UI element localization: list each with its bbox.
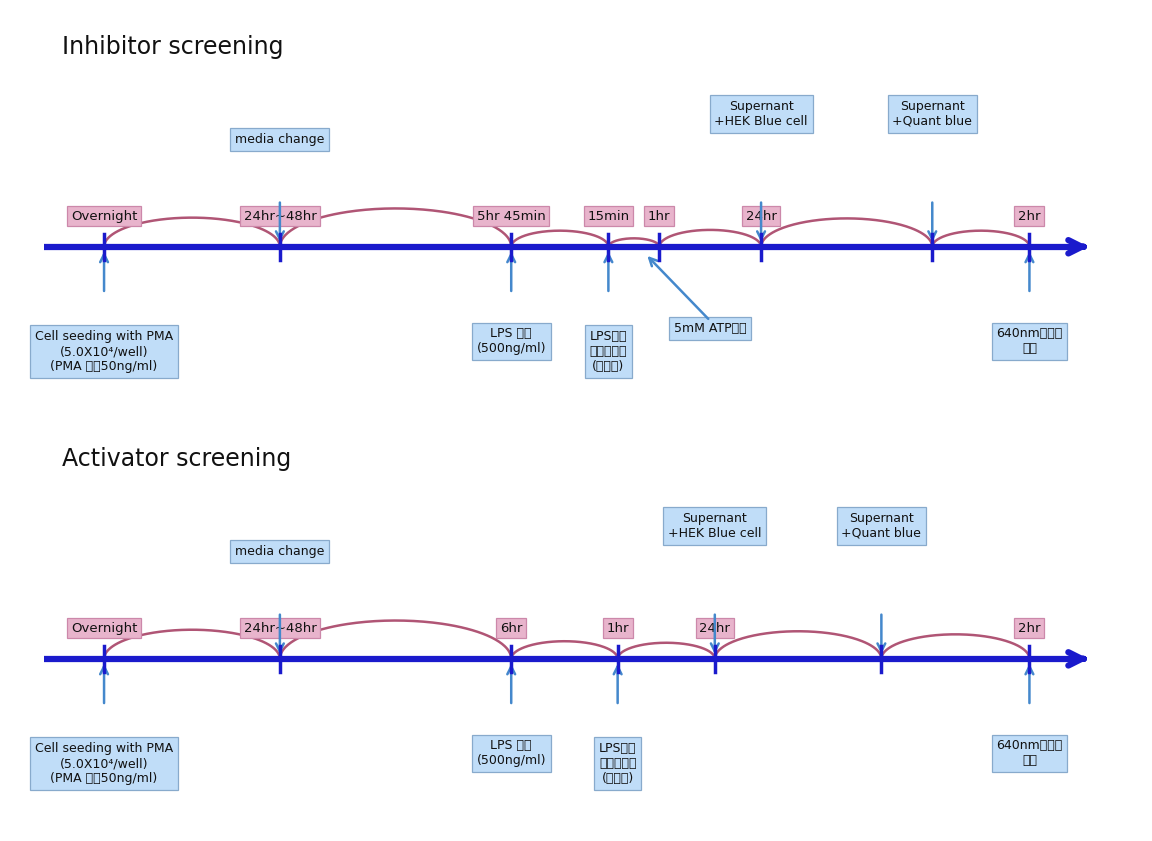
Text: Supernant
+HEK Blue cell: Supernant +HEK Blue cell — [714, 100, 808, 128]
Text: 24hr: 24hr — [699, 621, 730, 635]
Text: Inhibitor screening: Inhibitor screening — [62, 34, 283, 59]
Text: LPS 처리
(500ng/ml): LPS 처리 (500ng/ml) — [477, 327, 546, 355]
Text: Overnight: Overnight — [71, 209, 137, 223]
Text: Cell seeding with PMA
(5.0X10⁴/well)
(PMA 농도50ng/ml): Cell seeding with PMA (5.0X10⁴/well) (PM… — [35, 742, 173, 785]
Text: 24hr: 24hr — [745, 209, 776, 223]
Text: Cell seeding with PMA
(5.0X10⁴/well)
(PMA 농도50ng/ml): Cell seeding with PMA (5.0X10⁴/well) (PM… — [35, 330, 173, 373]
Text: 5mM ATP처리: 5mM ATP처리 — [674, 322, 746, 335]
Text: Supernant
+Quant blue: Supernant +Quant blue — [841, 512, 922, 540]
Text: media change: media change — [235, 545, 325, 558]
Text: 2hr: 2hr — [1018, 209, 1040, 223]
Text: media change: media change — [235, 133, 325, 146]
Text: Supernant
+Quant blue: Supernant +Quant blue — [893, 100, 972, 128]
Text: 1hr: 1hr — [649, 209, 670, 223]
Text: 5hr 45min: 5hr 45min — [477, 209, 546, 223]
Text: 1hr: 1hr — [606, 621, 629, 635]
Text: 640nm흥광도
측정: 640nm흥광도 측정 — [996, 327, 1062, 355]
Text: 6hr: 6hr — [500, 621, 522, 635]
Text: 2hr: 2hr — [1018, 621, 1040, 635]
Text: 24hr~48hr: 24hr~48hr — [243, 621, 317, 635]
Text: Supernant
+HEK Blue cell: Supernant +HEK Blue cell — [668, 512, 761, 540]
Text: LPS제거
추출물처리
(농도별): LPS제거 추출물처리 (농도별) — [599, 742, 636, 785]
Text: Overnight: Overnight — [71, 621, 137, 635]
Text: 24hr~48hr: 24hr~48hr — [243, 209, 317, 223]
Text: 640nm흥광도
측정: 640nm흥광도 측정 — [996, 739, 1062, 767]
Text: LPS제거
추출물처리
(농도별): LPS제거 추출물처리 (농도별) — [590, 330, 627, 373]
Text: Activator screening: Activator screening — [62, 447, 291, 471]
Text: LPS 처리
(500ng/ml): LPS 처리 (500ng/ml) — [477, 739, 546, 767]
Text: 15min: 15min — [588, 209, 629, 223]
